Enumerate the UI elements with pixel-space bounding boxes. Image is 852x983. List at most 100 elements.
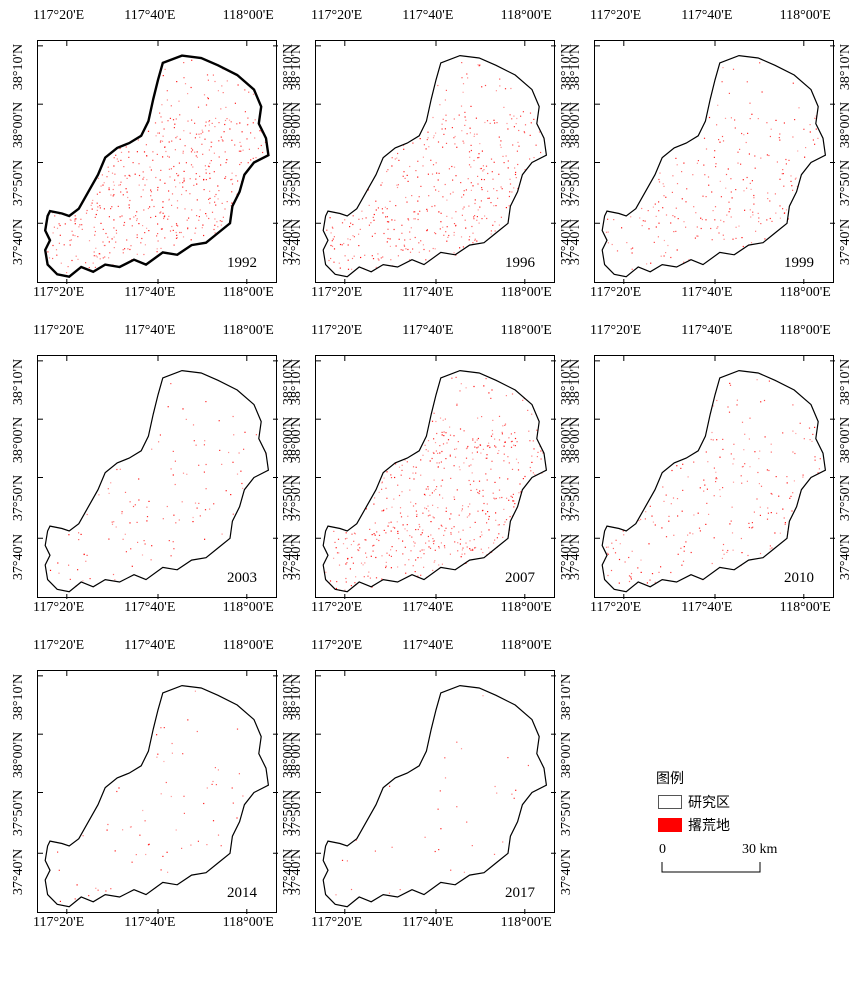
lon-label-top: 117°20'E [33, 8, 85, 23]
study-area-boundary [44, 369, 270, 593]
legend-swatch-abandoned [658, 818, 682, 832]
lon-label-top: 118°00'E [779, 323, 831, 338]
lon-label-top: 118°00'E [500, 638, 552, 653]
year-label: 1999 [784, 255, 814, 271]
study-area-map [38, 671, 278, 914]
lat-label-right: 37°40'N [838, 218, 852, 265]
map-frame [315, 670, 556, 914]
map-frame [594, 355, 835, 599]
lat-label-left: 38°00'N [568, 416, 583, 464]
lon-label-top: 118°00'E [222, 638, 274, 653]
lon-label-bottom: 118°00'E [500, 915, 552, 930]
lat-label-left: 38°10'N [11, 673, 26, 720]
study-area-map [595, 356, 835, 599]
lat-label-right: 37°50'N [838, 160, 852, 207]
lat-label-left: 37°50'N [568, 160, 583, 207]
lon-label-top: 117°20'E [33, 323, 85, 338]
abandoned-land-pixels [47, 59, 267, 274]
legend: 图例 研究区 撂荒地 0 30 km [656, 768, 816, 878]
lon-label-top: 117°40'E [124, 638, 176, 653]
year-label: 1996 [505, 255, 535, 271]
lon-label-top: 117°40'E [402, 8, 454, 23]
lat-label-left: 38°10'N [568, 43, 583, 90]
study-area-boundary [322, 54, 548, 278]
map-frame [594, 40, 835, 284]
lat-label-right: 37°50'N [559, 790, 574, 837]
legend-label-abandoned: 撂荒地 [688, 819, 730, 834]
lat-label-right: 38°00'N [838, 416, 852, 464]
abandoned-land-pixels [325, 376, 544, 591]
map-frame [37, 670, 278, 914]
map-frame [37, 355, 278, 599]
study-area-boundary [322, 369, 548, 593]
lat-label-left: 37°40'N [568, 533, 583, 580]
study-area-boundary [601, 54, 827, 278]
abandoned-land-pixels [326, 62, 542, 270]
study-area-map [38, 356, 278, 599]
lat-label-left: 38°10'N [568, 358, 583, 405]
lon-label-bottom: 118°00'E [222, 915, 274, 930]
lat-label-left: 37°50'N [289, 160, 304, 207]
lon-label-bottom: 117°20'E [311, 915, 363, 930]
legend-label-study-area: 研究区 [688, 796, 730, 811]
lat-label-left: 37°40'N [289, 218, 304, 265]
lon-label-top: 117°40'E [402, 323, 454, 338]
lat-label-right: 37°40'N [559, 848, 574, 895]
lat-label-left: 37°50'N [11, 790, 26, 837]
lon-label-bottom: 117°40'E [681, 285, 733, 300]
lon-label-bottom: 117°40'E [124, 285, 176, 300]
year-label: 2003 [227, 570, 257, 586]
lat-label-left: 38°00'N [11, 416, 26, 464]
lon-label-top: 118°00'E [779, 8, 831, 23]
lat-label-left: 37°50'N [11, 475, 26, 522]
lon-label-bottom: 117°40'E [681, 600, 733, 615]
study-area-map [316, 671, 556, 914]
lon-label-top: 117°20'E [33, 638, 85, 653]
legend-swatch-study-area [658, 795, 682, 809]
study-area-map [595, 41, 835, 284]
study-area-map [316, 356, 556, 599]
lon-label-top: 117°40'E [681, 323, 733, 338]
lat-label-right: 37°50'N [838, 475, 852, 522]
lat-label-right: 38°00'N [838, 101, 852, 149]
lat-label-left: 38°00'N [289, 101, 304, 149]
lon-label-top: 117°20'E [590, 8, 642, 23]
lon-label-bottom: 117°20'E [590, 600, 642, 615]
lat-label-right: 37°40'N [838, 533, 852, 580]
lon-label-bottom: 117°20'E [33, 600, 85, 615]
lon-label-top: 117°20'E [311, 638, 363, 653]
lon-label-top: 117°40'E [681, 8, 733, 23]
study-area-boundary [44, 684, 270, 908]
lon-label-top: 118°00'E [500, 8, 552, 23]
year-label: 2010 [784, 570, 814, 586]
lon-label-bottom: 118°00'E [500, 600, 552, 615]
lat-label-left: 37°50'N [289, 790, 304, 837]
lon-label-bottom: 117°40'E [124, 600, 176, 615]
scale-bar [661, 862, 761, 873]
lon-label-top: 117°20'E [311, 8, 363, 23]
lon-label-bottom: 117°40'E [124, 915, 176, 930]
lon-label-top: 117°20'E [311, 323, 363, 338]
lon-label-bottom: 118°00'E [222, 600, 274, 615]
map-frame [315, 355, 556, 599]
lat-label-left: 38°10'N [11, 43, 26, 90]
map-frame [37, 40, 278, 284]
lat-label-left: 37°40'N [11, 218, 26, 265]
lon-label-bottom: 117°20'E [33, 915, 85, 930]
lon-label-top: 117°40'E [402, 638, 454, 653]
lat-label-left: 37°50'N [289, 475, 304, 522]
lon-label-top: 118°00'E [222, 8, 274, 23]
scale-start-label: 0 [659, 842, 666, 857]
year-label: 2014 [227, 885, 257, 901]
lon-label-bottom: 117°40'E [402, 600, 454, 615]
year-label: 1992 [227, 255, 257, 271]
lat-label-right: 38°10'N [838, 358, 852, 405]
lat-label-left: 38°00'N [289, 731, 304, 779]
lat-label-left: 38°00'N [11, 101, 26, 149]
lat-label-right: 38°10'N [559, 673, 574, 720]
lat-label-left: 37°40'N [568, 218, 583, 265]
abandoned-land-pixels [49, 383, 267, 587]
lon-label-top: 117°40'E [124, 323, 176, 338]
lat-label-left: 38°10'N [289, 358, 304, 405]
study-area-map [316, 41, 556, 284]
